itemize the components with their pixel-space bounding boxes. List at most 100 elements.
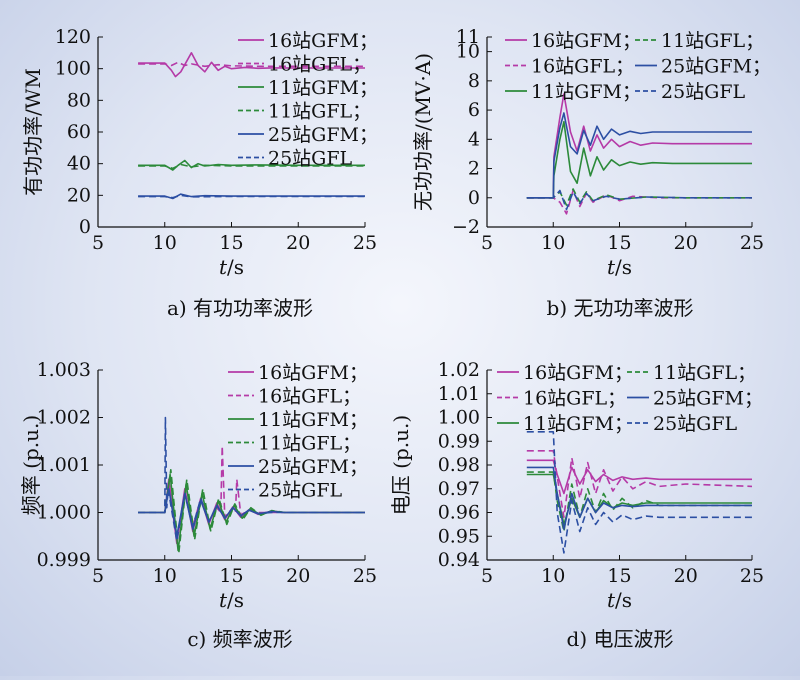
y-tick-label: 0.99 bbox=[438, 430, 480, 452]
x-tick-label: 10 bbox=[153, 565, 177, 587]
y-tick-label: 80 bbox=[67, 89, 91, 111]
y-tick-label: 40 bbox=[67, 153, 91, 175]
x-tick-label: 20 bbox=[286, 232, 310, 254]
x-tick-label: 5 bbox=[481, 232, 493, 254]
x-tick-label: 15 bbox=[607, 565, 631, 587]
series-line-s16-gfm bbox=[526, 93, 752, 199]
y-tick-label: 1.00 bbox=[438, 407, 480, 429]
chart-c: 5 10 15 20 25 0.999 1.000 1.001 1.002 1.003 频率 (p.… bbox=[19, 359, 377, 651]
x-tick-label: 10 bbox=[541, 565, 565, 587]
y-tick-label: 0 bbox=[79, 216, 91, 238]
x-axis-label: t/s bbox=[219, 255, 244, 279]
series-line-s11-gfm bbox=[526, 121, 752, 199]
y-tick-label: 1.001 bbox=[37, 454, 91, 476]
series-line-s16-gfm bbox=[138, 51, 365, 78]
y-tick-label: 0 bbox=[468, 187, 480, 209]
x-tick-label: 5 bbox=[481, 565, 493, 587]
y-tick-label: 60 bbox=[67, 121, 91, 143]
series-line-s25-gfl bbox=[138, 416, 365, 542]
x-tick-label: 5 bbox=[92, 232, 104, 254]
series-line-s25-gfl bbox=[526, 430, 752, 554]
y-axis-label: 有功功率/WM bbox=[21, 68, 45, 196]
y-tick-label: 8 bbox=[468, 70, 480, 92]
series-line-s11-gfl bbox=[526, 471, 752, 533]
legend-label: 25站GFL bbox=[661, 81, 746, 103]
legend-label: 16站GFL； bbox=[258, 386, 361, 408]
series-line-s25-gfl bbox=[526, 189, 752, 211]
legend-label: 11站GFL； bbox=[268, 101, 371, 123]
legend-label: 11站GFL； bbox=[661, 30, 764, 52]
y-tick-label: 0.96 bbox=[438, 502, 480, 524]
y-tick-label: 11 bbox=[456, 26, 480, 48]
legend-label: 25站GFM； bbox=[258, 456, 368, 478]
legend-label: 16站GFM； bbox=[258, 362, 368, 384]
legend-label: 16站GFL； bbox=[531, 56, 634, 78]
legend-label: 11站GFM； bbox=[531, 81, 641, 103]
series-line-s16-gfl bbox=[526, 449, 753, 519]
legend-label: 25站GFM； bbox=[661, 56, 771, 78]
x-tick-label: 20 bbox=[674, 232, 698, 254]
legend: 16站GFM；16站GFL；11站GFM；11站GFL；25站GFM；25站GF… bbox=[238, 30, 378, 170]
y-tick-label: 1.01 bbox=[438, 383, 480, 405]
y-tick-label: 0.98 bbox=[438, 454, 480, 476]
chart-caption: b) 无功功率波形 bbox=[547, 296, 694, 320]
x-axis-label: t/s bbox=[607, 255, 632, 279]
legend-label: 25站GFL bbox=[258, 480, 343, 502]
x-tick-label: 15 bbox=[219, 565, 243, 587]
legend-label: 11站GFM； bbox=[268, 77, 378, 99]
chart-caption: a) 有功功率波形 bbox=[167, 296, 313, 320]
series-line-s11-gfm bbox=[138, 159, 365, 171]
y-tick-label: 0.97 bbox=[438, 478, 480, 500]
x-tick-label: 20 bbox=[674, 565, 698, 587]
legend-label: 25站GFL bbox=[268, 148, 353, 170]
y-axis-label: 频率 (p.u.) bbox=[19, 415, 43, 515]
y-tick-label: 6 bbox=[468, 99, 480, 121]
legend-label: 11站GFM； bbox=[523, 413, 633, 435]
x-tick-label: 15 bbox=[607, 232, 631, 254]
y-tick-label: 0.999 bbox=[37, 549, 91, 571]
x-tick-label: 25 bbox=[353, 565, 377, 587]
x-axis-label: t/s bbox=[607, 588, 632, 612]
y-tick-label: 1.003 bbox=[37, 359, 91, 381]
legend: 16站GFM； 11站GFL； 16站GFL； 25站GFM； 11站GFM； 25站GF… bbox=[497, 362, 763, 435]
series-line-s11-gfl bbox=[138, 468, 365, 554]
legend-label: 25站GFL bbox=[653, 413, 738, 435]
legend-label: 16站GFL； bbox=[523, 388, 626, 410]
x-tick-label: 25 bbox=[353, 232, 377, 254]
y-tick-label: 1.02 bbox=[438, 359, 480, 381]
legend-label: 16站GFM； bbox=[531, 30, 641, 52]
legend-label: 16站GFM； bbox=[268, 30, 378, 52]
x-tick-label: 10 bbox=[541, 232, 565, 254]
series-line-s25-gfm bbox=[526, 466, 752, 530]
series-line-s25-gfm bbox=[138, 487, 365, 538]
series-line-s25-gfm bbox=[526, 112, 752, 199]
y-tick-label: 100 bbox=[55, 58, 91, 80]
legend-label: 16站GFM； bbox=[523, 362, 633, 384]
chart-caption: c) 频率波形 bbox=[187, 627, 292, 651]
x-tick-label: 25 bbox=[740, 232, 764, 254]
series-line-s16-gfl bbox=[138, 61, 365, 68]
chart-d: 5 10 15 20 250.940.950.960.970.980.991.001.0… bbox=[389, 359, 764, 651]
x-tick-label: 5 bbox=[92, 565, 104, 587]
y-tick-label: 120 bbox=[55, 26, 91, 48]
y-tick-label: 1.000 bbox=[37, 502, 91, 524]
legend: 16站GFM； 11站GFL； 16站GFL； 25站GFM； 11站GFM； 25站GF… bbox=[505, 30, 771, 103]
legend-label: 16站GFL； bbox=[268, 54, 371, 76]
y-tick-label: 0.95 bbox=[438, 525, 480, 547]
x-tick-label: 25 bbox=[740, 565, 764, 587]
y-tick-label: 1.002 bbox=[37, 407, 91, 429]
y-axis-label: 无功功率/(MV·A) bbox=[411, 53, 435, 211]
y-tick-label: −2 bbox=[452, 216, 480, 238]
legend: 16站GFM；16站GFL；11站GFM；11站GFL；25站GFM；25站GF… bbox=[228, 362, 368, 502]
series-line-s25-gfl bbox=[138, 194, 365, 199]
y-tick-label: 2 bbox=[468, 158, 480, 180]
legend-label: 11站GFL； bbox=[653, 362, 756, 384]
x-axis-label: t/s bbox=[219, 588, 244, 612]
x-tick-label: 20 bbox=[286, 565, 310, 587]
chart-a: 5 10 15 20 25 0 20 40 60 80 100 120 有功功率/WM t/s a) 有功功… bbox=[21, 26, 378, 320]
series-line-s16-gfm bbox=[526, 459, 752, 495]
legend-label: 25站GFM； bbox=[268, 124, 378, 146]
